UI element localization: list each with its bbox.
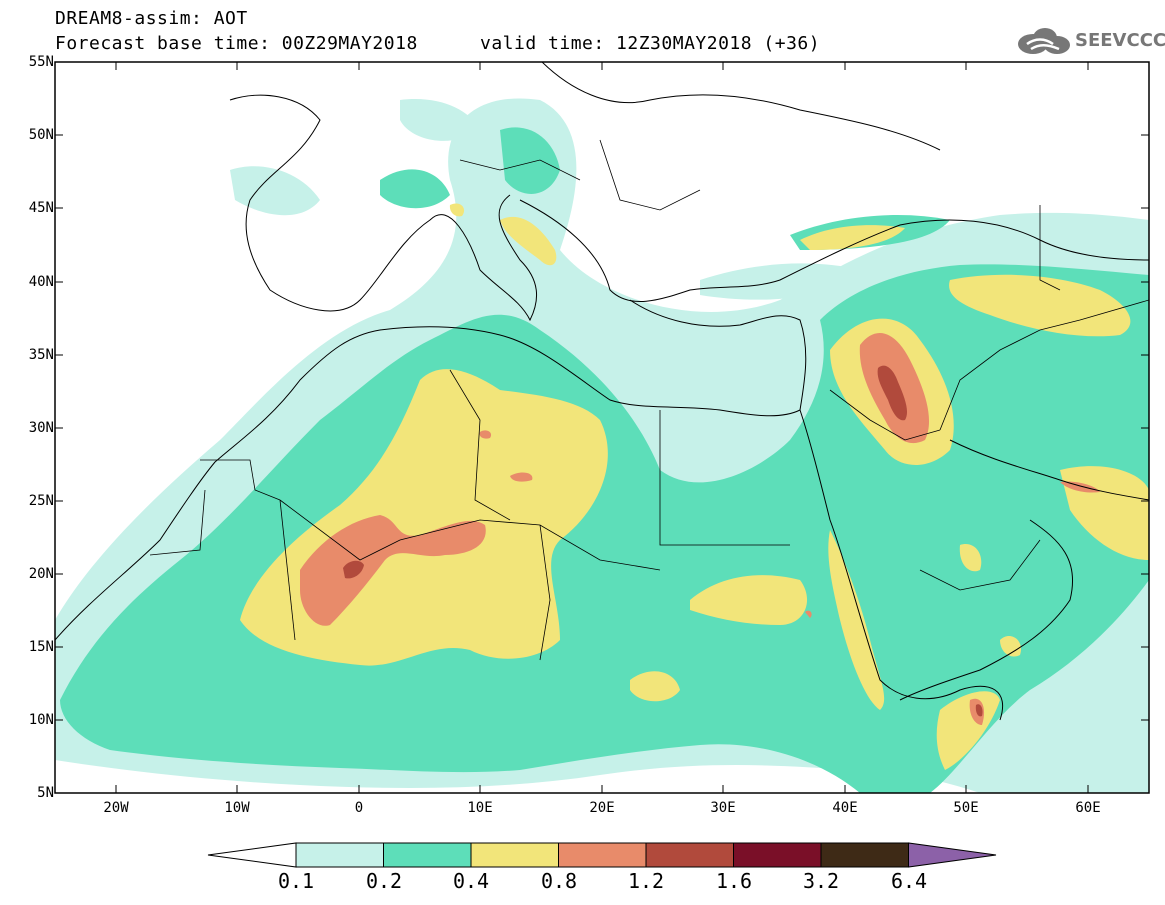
aot-region-high-redsea [828, 530, 1000, 770]
colorbar-label: 0.2 [365, 869, 403, 893]
lon-label: 20E [589, 800, 615, 816]
lat-label: 5N [37, 785, 54, 801]
coastlines [55, 62, 1149, 721]
colorbar-label: 1.6 [715, 869, 753, 893]
lat-label: 40N [28, 274, 54, 290]
colorbar-label: 0.8 [540, 869, 578, 893]
logo-text: SEEVCCC [1075, 30, 1165, 51]
colorbar-swatch-6 [820, 842, 909, 868]
lon-label: 50E [953, 800, 979, 816]
lon-label: 10E [467, 800, 493, 816]
colorbar-arrow-right [908, 842, 997, 868]
lon-label: 10W [224, 800, 250, 816]
lat-label: 20N [28, 566, 54, 582]
lat-label: 50N [28, 127, 54, 143]
lat-label: 30N [28, 420, 54, 436]
borders [149, 139, 1149, 661]
colorbar-swatch-5 [733, 842, 822, 868]
lon-label: 30E [710, 800, 736, 816]
lon-label: 0 [354, 800, 364, 816]
aot-region-high-italy [449, 203, 557, 266]
lat-label: 25N [28, 493, 54, 509]
aot-region-low-north [230, 99, 860, 300]
lat-ticks [55, 61, 1149, 721]
aot-region-high-sudan [630, 575, 808, 702]
colorbar-label: 6.4 [890, 869, 928, 893]
seevccc-logo [1018, 28, 1070, 54]
colorbar-label: 0.4 [452, 869, 490, 893]
lon-label: 20W [103, 800, 129, 816]
lon-label: 60E [1075, 800, 1101, 816]
base-time: Forecast base time: 00Z29MAY2018 [55, 33, 418, 54]
colorbar-label: 3.2 [802, 869, 840, 893]
lat-label: 10N [28, 712, 54, 728]
aot-region-extreme-somalia [975, 704, 983, 717]
lat-label: 55N [28, 54, 54, 70]
colorbar-label: 0.1 [277, 869, 315, 893]
lat-label: 35N [28, 347, 54, 363]
lon-label: 40E [832, 800, 858, 816]
colorbar-swatch-2 [470, 842, 559, 868]
lat-label: 45N [28, 200, 54, 216]
aot-region-high-iran [800, 225, 1149, 657]
colorbar-swatch-3 [558, 842, 647, 868]
valid-time: valid time: 12Z30MAY2018 (+36) [480, 33, 821, 54]
lon-ticks [115, 62, 1089, 793]
colorbar-swatch-0 [295, 842, 384, 868]
aot-region-veryhigh-sahel [300, 515, 486, 626]
colorbar-arrow-left [207, 842, 297, 868]
colorbar [207, 842, 997, 868]
map-title: DREAM8-assim: AOT [55, 8, 248, 29]
lat-label: 15N [28, 639, 54, 655]
aot-region-mid-north [380, 127, 950, 250]
aot-region-extreme-iraq [877, 365, 908, 421]
colorbar-label: 1.2 [627, 869, 665, 893]
aot-field [55, 62, 1149, 793]
colorbar-swatch-1 [383, 842, 472, 868]
aot-region-extreme-sahel [343, 560, 364, 579]
colorbar-swatch-4 [645, 842, 734, 868]
